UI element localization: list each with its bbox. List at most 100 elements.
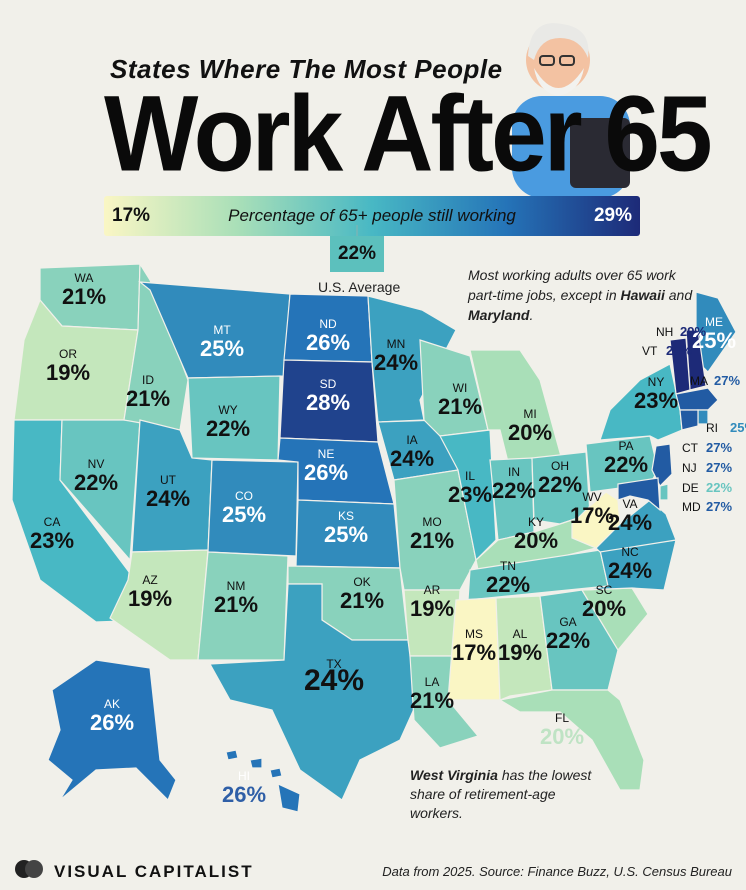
state-value-ny: 23%	[634, 388, 678, 413]
state-label-wi: WI	[453, 381, 468, 395]
legend-min-label: 17%	[112, 205, 151, 226]
state-label-mi: MI	[523, 407, 536, 421]
state-shape-nv	[59, 419, 141, 562]
average-marker-stem	[356, 225, 358, 237]
state-label-ga: GA	[559, 615, 576, 629]
state-label-nc: NC	[621, 545, 639, 559]
state-value-de: 22%	[706, 480, 732, 495]
state-label-ms: MS	[465, 627, 483, 641]
state-value-hi: 26%	[222, 782, 266, 807]
state-label-de: DE	[682, 481, 699, 495]
state-value-wv: 17%	[570, 503, 614, 528]
state-shape-al	[495, 595, 553, 701]
state-label-nd: ND	[319, 317, 337, 331]
state-label-oh: OH	[551, 459, 569, 473]
state-label-ar: AR	[424, 583, 441, 597]
state-label-ri: RI	[706, 421, 718, 435]
state-value-mn: 24%	[374, 350, 418, 375]
color-scale-legend: 17% Percentage of 65+ people still worki…	[104, 196, 640, 236]
state-value-oh: 22%	[538, 472, 582, 497]
state-value-me: 25%	[692, 328, 736, 353]
state-label-ma: MA	[690, 374, 708, 388]
state-value-in: 22%	[492, 478, 536, 503]
state-value-tx: 24%	[304, 664, 364, 697]
state-value-va: 24%	[608, 510, 652, 535]
state-value-ia: 24%	[390, 446, 434, 471]
brand-name: VISUAL CAPITALIST	[54, 862, 254, 881]
state-shape-ct	[679, 409, 699, 431]
state-value-ms: 17%	[452, 640, 496, 665]
state-label-ky: KY	[528, 515, 544, 529]
state-label-nm: NM	[227, 579, 246, 593]
parttime-annotation: Most working adults over 65 work part-ti…	[468, 265, 698, 325]
state-label-ca: CA	[44, 515, 61, 529]
state-value-ca: 23%	[30, 528, 74, 553]
state-value-la: 21%	[410, 688, 454, 713]
state-label-va: VA	[622, 497, 637, 511]
state-shape-hi	[225, 749, 301, 813]
state-shape-ak	[47, 659, 177, 802]
state-label-mo: MO	[422, 515, 441, 529]
state-value-fl: 20%	[540, 724, 584, 749]
state-value-mo: 21%	[410, 528, 454, 553]
state-value-ct: 27%	[706, 440, 732, 455]
state-label-wa: WA	[75, 271, 94, 285]
source-note: Data from 2025. Source: Finance Buzz, U.…	[382, 864, 732, 879]
state-label-nh: NH	[656, 325, 673, 339]
state-value-vt: 29%	[666, 343, 692, 358]
state-label-hi: HI	[238, 769, 250, 783]
state-value-wi: 21%	[438, 394, 482, 419]
state-value-ok: 21%	[340, 588, 384, 613]
state-value-nd: 26%	[306, 330, 350, 355]
state-label-ut: UT	[160, 473, 177, 487]
us-average-label: U.S. Average	[318, 279, 401, 295]
state-shape-fl	[498, 689, 645, 791]
state-value-id: 21%	[126, 386, 170, 411]
state-value-sc: 20%	[582, 596, 626, 621]
state-label-mt: MT	[213, 323, 231, 337]
state-shape-ms	[447, 597, 501, 701]
state-shape-mn	[367, 295, 457, 423]
state-shape-md	[617, 477, 661, 512]
state-value-ri: 25%	[730, 420, 746, 435]
state-value-ak: 26%	[90, 710, 134, 735]
state-label-ne: NE	[318, 447, 335, 461]
us-average-value: 22%	[330, 236, 384, 272]
state-value-tn: 22%	[486, 572, 530, 597]
parttime-state-maryland: Maryland	[468, 307, 530, 323]
state-value-ma: 27%	[714, 373, 740, 388]
senior-worker-illustration	[512, 23, 630, 198]
west-virginia-annotation: West Virginia has the lowest share of re…	[410, 766, 610, 823]
parttime-state-hawaii: Hawaii	[620, 287, 665, 303]
state-label-tx: TX	[326, 657, 341, 671]
state-shape-tx	[209, 583, 419, 801]
state-label-al: AL	[513, 627, 528, 641]
state-label-ak: AK	[104, 697, 120, 711]
state-shape-de	[659, 483, 669, 501]
state-value-wa: 21%	[62, 284, 106, 309]
state-label-la: LA	[425, 675, 440, 689]
state-label-il: IL	[465, 469, 475, 483]
state-label-in: IN	[508, 465, 520, 479]
state-shape-wv	[571, 491, 621, 549]
chart-subtitle: States Where The Most People	[110, 54, 503, 84]
state-value-ne: 26%	[304, 460, 348, 485]
state-label-sd: SD	[320, 377, 337, 391]
state-label-or: OR	[59, 347, 77, 361]
state-value-nj: 27%	[706, 460, 732, 475]
state-value-wy: 22%	[206, 416, 250, 441]
legend-caption: Percentage of 65+ people still working	[228, 206, 516, 225]
state-value-al: 19%	[498, 640, 542, 665]
state-value-or: 19%	[46, 360, 90, 385]
state-value-nm: 21%	[214, 592, 258, 617]
wv-annotation-text: has the lowest share of retirement-age w…	[410, 767, 592, 821]
state-value-mt: 25%	[200, 336, 244, 361]
state-label-nj: NJ	[682, 461, 697, 475]
state-label-ok: OK	[353, 575, 370, 589]
state-label-me: ME	[705, 315, 723, 329]
state-value-ar: 19%	[410, 596, 454, 621]
state-value-nc: 24%	[608, 558, 652, 583]
state-value-az: 19%	[128, 586, 172, 611]
state-label-fl: FL	[555, 711, 569, 725]
